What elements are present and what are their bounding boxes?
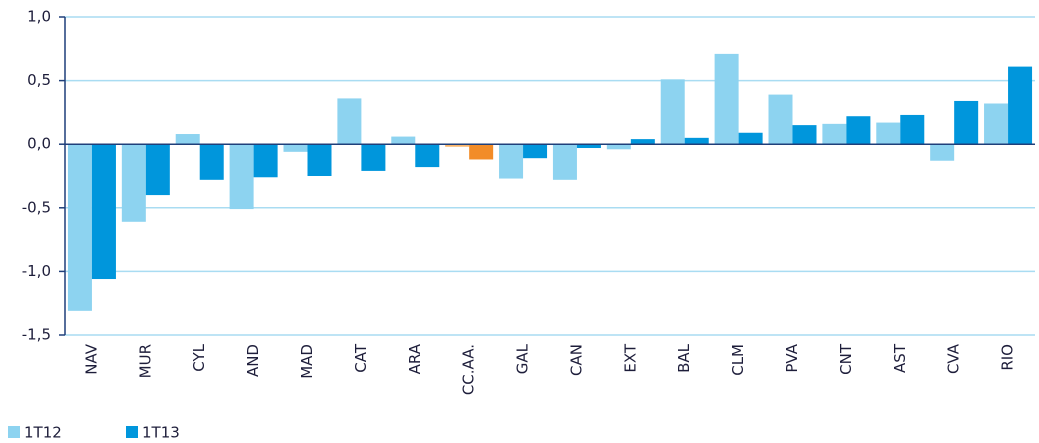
x-tick-label: CC.AA. <box>460 344 478 395</box>
bar <box>738 132 763 145</box>
bar <box>253 144 278 178</box>
bar <box>714 53 739 145</box>
bar <box>469 144 494 160</box>
bar <box>606 144 631 150</box>
bar <box>984 103 1009 145</box>
bar <box>954 100 979 145</box>
legend-swatch <box>126 426 138 438</box>
bar <box>552 144 577 180</box>
x-tick-label: GAL <box>514 343 532 374</box>
bar <box>415 144 440 168</box>
x-tick-label: EXT <box>621 343 639 372</box>
x-tick-label: ARA <box>406 343 424 374</box>
y-tick-label: -0,5 <box>22 198 51 216</box>
bar <box>337 98 362 145</box>
bar <box>307 144 332 176</box>
y-tick-label: -1,0 <box>22 262 51 280</box>
x-tick-label: CYL <box>190 343 208 371</box>
bar <box>145 144 170 196</box>
bar <box>792 125 817 145</box>
y-tick-label: 1,0 <box>27 8 51 26</box>
bar <box>900 114 925 145</box>
bar <box>499 144 524 179</box>
bar <box>229 144 254 210</box>
x-tick-label: AST <box>891 343 909 373</box>
x-tick-label: NAV <box>82 343 100 375</box>
bar <box>199 144 224 180</box>
x-tick-label: MAD <box>298 344 316 379</box>
bar <box>822 123 847 145</box>
bar <box>361 144 386 171</box>
x-tick-label: MUR <box>136 344 154 378</box>
bar <box>67 144 92 311</box>
y-tick-label: 0,0 <box>27 135 51 153</box>
x-tick-label: CNT <box>837 343 855 375</box>
legend-swatch <box>8 426 20 438</box>
bar <box>630 139 655 145</box>
bar <box>523 144 548 159</box>
bar <box>121 144 146 222</box>
bar <box>684 137 709 145</box>
y-tick-label: -1,5 <box>22 326 51 344</box>
bar <box>91 144 116 280</box>
y-tick-label: 0,5 <box>27 71 51 89</box>
bar <box>876 122 901 145</box>
bar <box>445 144 470 147</box>
bar <box>660 79 685 145</box>
bar <box>930 144 955 161</box>
legend-label: 1T13 <box>142 424 180 442</box>
x-tick-label: CLM <box>729 344 747 376</box>
x-tick-label: RIO <box>999 344 1017 371</box>
bar <box>1008 66 1033 145</box>
bar <box>768 94 793 145</box>
x-tick-label: AND <box>244 344 262 377</box>
bar <box>175 134 200 145</box>
x-tick-label: PVA <box>783 343 801 372</box>
x-tick-label: BAL <box>675 343 693 373</box>
bar <box>576 144 601 149</box>
bar <box>283 144 308 152</box>
x-tick-label: CAT <box>352 343 370 373</box>
x-tick-label: CVA <box>945 343 963 374</box>
x-tick-label: CAN <box>567 344 585 376</box>
legend-label: 1T12 <box>24 424 62 442</box>
bar <box>846 116 871 145</box>
bar <box>391 136 416 145</box>
